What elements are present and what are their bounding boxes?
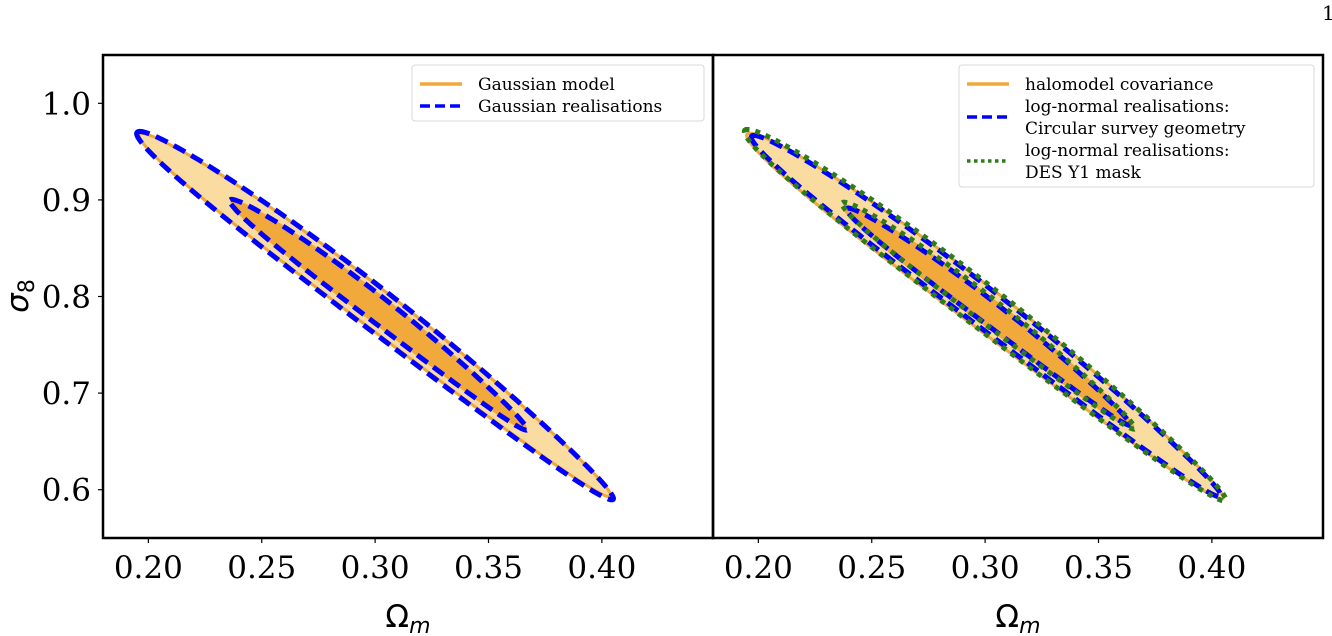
left-y-axis-label: σ8: [0, 279, 40, 313]
y-axis-label-group: σ8: [0, 279, 40, 313]
y-tick-label: 0.8: [42, 280, 91, 316]
y-tick-label: 0.6: [42, 473, 91, 509]
x-tick-label: 0.25: [227, 550, 296, 586]
right-contours: [741, 126, 1229, 504]
contour-dashed-1sigma: [227, 196, 530, 433]
right-panel: 0.20 0.25 0.30 0.35 0.40 Ωm halomodel covari…: [711, 53, 1325, 636]
contour-dashed-1sigma: [844, 205, 1133, 428]
right-x-ticks: 0.20 0.25 0.30 0.35 0.40: [724, 538, 1246, 586]
contour-dashed-2sigma: [134, 128, 616, 503]
x-tick-label: 0.30: [341, 550, 410, 586]
x-tick-label: 0.35: [1064, 550, 1133, 586]
contour-dashed-2sigma: [748, 132, 1224, 500]
left-axes-frame: [101, 53, 715, 540]
x-tick-label: 0.40: [567, 550, 636, 586]
x-tick-label: 0.30: [951, 550, 1020, 586]
legend-label-line2: Circular survey geometry: [1025, 119, 1246, 139]
left-y-ticks: 0.6 0.7 0.8 0.9 1.0: [42, 86, 103, 509]
left-x-axis-label: Ωm: [385, 599, 430, 636]
legend-box: [411, 64, 705, 122]
x-tick-label: 0.40: [1177, 550, 1246, 586]
contour-dotted-2sigma: [741, 126, 1229, 504]
right-x-axis-label: Ωm: [995, 599, 1040, 636]
left-contours: [134, 128, 616, 503]
x-tick-label: 0.35: [454, 550, 523, 586]
right-axes-frame: [711, 53, 1325, 540]
legend-label: Gaussian realisations: [478, 97, 662, 117]
y-tick-label: 0.9: [42, 183, 91, 219]
page-number: 1: [1322, 1, 1332, 25]
x-tick-label: 0.20: [114, 550, 183, 586]
x-tick-label: 0.25: [837, 550, 906, 586]
legend-box: [958, 64, 1315, 188]
legend-label: halomodel covariance: [1025, 75, 1214, 95]
legend-label: Gaussian model: [478, 75, 615, 95]
legend-label-line2: DES Y1 mask: [1025, 163, 1142, 183]
left-x-ticks: 0.20 0.25 0.30 0.35 0.40: [114, 538, 636, 586]
y-tick-label: 0.7: [42, 376, 91, 412]
contour-filled-1sigma: [842, 204, 1135, 429]
contour-dotted-1sigma: [839, 199, 1138, 432]
legend-label: log-normal realisations:: [1025, 141, 1230, 161]
x-tick-label: 0.20: [724, 550, 793, 586]
contour-filled-1sigma: [230, 199, 527, 430]
left-panel: 0.20 0.25 0.30 0.35 0.40 0.60.70.80.91.0 Ωm …: [0, 53, 715, 636]
y-tick-label: 1.0: [42, 86, 91, 122]
legend-label: log-normal realisations:: [1025, 97, 1230, 117]
